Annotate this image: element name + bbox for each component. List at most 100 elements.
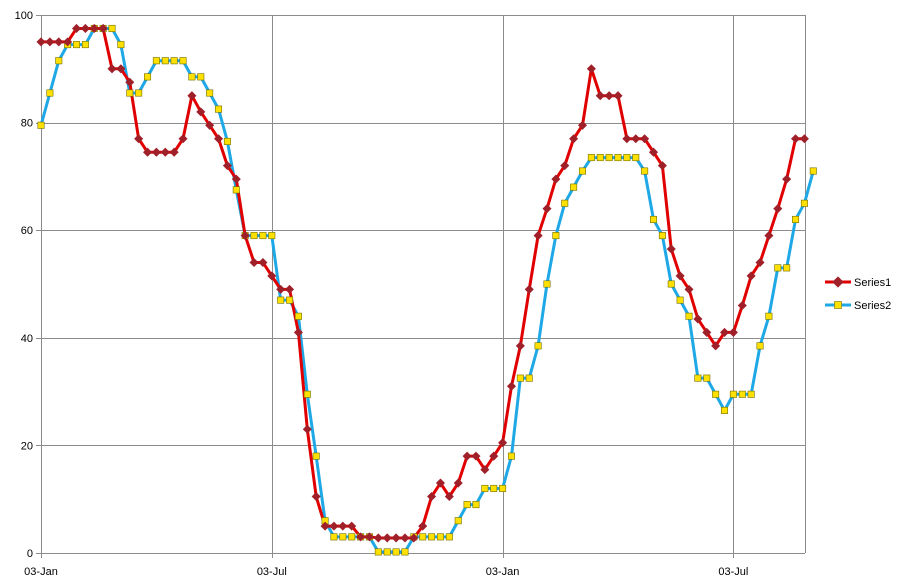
point-series2-48 xyxy=(463,501,471,509)
point-series2-2 xyxy=(55,57,63,65)
point-series2-26 xyxy=(268,232,276,240)
point-series1-13 xyxy=(151,147,161,157)
y-tick-label-0: 0 xyxy=(27,548,33,560)
point-series2-11 xyxy=(135,89,143,97)
point-series2-38 xyxy=(374,548,382,556)
point-series1-41 xyxy=(400,533,410,543)
point-series1-35 xyxy=(347,521,357,531)
point-series2-81 xyxy=(756,342,764,350)
point-series2-27 xyxy=(277,296,285,304)
point-series2-43 xyxy=(419,533,427,541)
point-series1-0 xyxy=(36,37,46,47)
point-series1-9 xyxy=(116,64,126,74)
point-series1-40 xyxy=(391,533,401,543)
point-series1-47 xyxy=(453,478,463,488)
point-series1-49 xyxy=(471,451,481,461)
point-series1-66 xyxy=(622,134,632,144)
point-series2-41 xyxy=(401,548,409,556)
legend: Series1 Series2 xyxy=(825,276,891,312)
point-series2-69 xyxy=(650,215,658,223)
point-series1-81 xyxy=(755,257,765,268)
point-series2-9 xyxy=(117,41,125,49)
y-tick-label-40: 40 xyxy=(21,333,33,345)
point-series1-29 xyxy=(293,327,303,337)
point-series1-85 xyxy=(791,134,801,144)
x-axis-tick-labels: 03-Jan 03-Jul 03-Jan 03-Jul xyxy=(24,566,748,578)
x-tick-label-3: 03-Jul xyxy=(718,566,748,578)
point-series2-59 xyxy=(561,199,569,207)
point-series2-20 xyxy=(215,105,223,113)
point-series1-2 xyxy=(54,37,64,47)
point-series2-16 xyxy=(179,57,187,65)
point-series2-63 xyxy=(596,154,604,162)
point-series1-8 xyxy=(107,64,117,74)
point-series2-46 xyxy=(445,533,453,541)
point-series2-61 xyxy=(578,167,586,175)
point-series2-17 xyxy=(188,73,196,81)
point-series2-84 xyxy=(783,264,791,272)
x-tick-label-0: 03-Jan xyxy=(24,566,58,578)
point-series1-70 xyxy=(657,161,667,171)
point-series2-82 xyxy=(765,312,773,320)
point-series1-27 xyxy=(276,284,286,294)
x-tick-label-2: 03-Jan xyxy=(486,566,520,578)
point-series1-20 xyxy=(214,134,224,144)
point-series2-58 xyxy=(552,232,560,240)
point-series1-1 xyxy=(45,37,55,47)
point-series2-0 xyxy=(37,121,45,129)
point-series2-12 xyxy=(144,73,152,81)
point-series1-32 xyxy=(320,521,330,531)
y-tick-label-100: 100 xyxy=(15,10,33,22)
point-series2-57 xyxy=(543,280,551,288)
x-tick-label-1: 03-Jul xyxy=(257,566,287,578)
point-series2-21 xyxy=(223,137,231,145)
point-series2-72 xyxy=(676,296,684,304)
point-series1-31 xyxy=(311,491,321,502)
point-series2-53 xyxy=(507,452,515,460)
point-series2-62 xyxy=(587,154,595,162)
point-series1-77 xyxy=(719,327,730,337)
point-series1-19 xyxy=(205,120,215,130)
point-series2-30 xyxy=(303,390,311,398)
point-series2-13 xyxy=(152,57,160,65)
point-series2-70 xyxy=(658,232,666,240)
point-series2-40 xyxy=(392,548,400,556)
point-series1-38 xyxy=(373,533,383,543)
point-series2-71 xyxy=(667,280,675,288)
point-series1-45 xyxy=(435,478,445,488)
legend-swatch-series1-marker xyxy=(832,276,844,288)
point-series1-57 xyxy=(542,204,552,214)
point-series2-50 xyxy=(481,484,489,492)
point-series2-60 xyxy=(570,183,578,191)
point-series2-10 xyxy=(126,89,134,97)
point-series2-8 xyxy=(108,24,116,32)
legend-swatch-series2-marker xyxy=(834,301,842,309)
point-series1-67 xyxy=(631,134,641,144)
point-series1-14 xyxy=(160,147,170,157)
point-series2-65 xyxy=(614,154,622,162)
point-series2-87 xyxy=(809,167,817,175)
point-series1-12 xyxy=(142,147,153,157)
point-series1-51 xyxy=(489,451,499,461)
point-series2-4 xyxy=(73,41,81,49)
point-series2-34 xyxy=(339,533,347,541)
legend-label-series2: Series2 xyxy=(854,300,891,312)
point-series2-55 xyxy=(525,374,533,382)
point-series2-19 xyxy=(206,89,214,97)
point-series2-5 xyxy=(81,41,89,49)
point-series2-14 xyxy=(161,57,169,65)
point-series2-33 xyxy=(330,533,338,541)
point-series1-56 xyxy=(533,231,543,241)
point-series1-79 xyxy=(737,300,747,311)
point-series1-82 xyxy=(764,231,774,241)
point-series2-49 xyxy=(472,501,480,509)
point-series2-47 xyxy=(454,517,462,525)
point-series2-22 xyxy=(232,186,240,194)
y-tick-label-20: 20 xyxy=(21,440,33,452)
y-tick-label-60: 60 xyxy=(21,225,33,237)
point-series2-52 xyxy=(499,484,507,492)
point-series1-3 xyxy=(63,37,73,47)
point-series2-78 xyxy=(729,390,737,398)
y-tick-label-80: 80 xyxy=(21,118,33,130)
point-series2-39 xyxy=(383,548,391,556)
